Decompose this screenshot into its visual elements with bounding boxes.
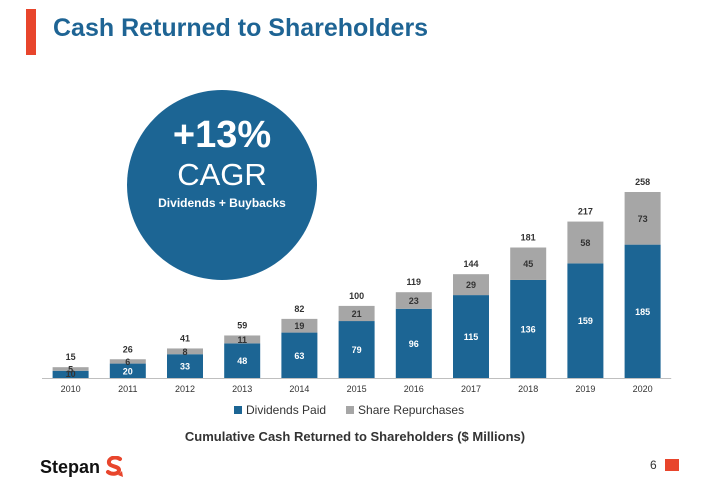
bar-dividends-2015 [338,321,375,378]
data-label-repurchases-2011: 6 [125,357,130,367]
data-label-total-2010: 15 [66,352,76,362]
data-label-total-2011: 26 [123,344,133,354]
data-label-dividends-2013: 48 [237,356,247,366]
bar-repurchases-2011 [109,359,146,364]
bar-dividends-2011 [109,363,146,378]
x-tick-label-2016: 2016 [404,384,424,394]
x-tick-label-2018: 2018 [518,384,538,394]
bar-repurchases-2010 [52,367,89,371]
bar-repurchases-2013 [224,335,261,344]
legend-item-dividends: Dividends Paid [234,403,326,417]
bar-repurchases-2015 [338,305,375,322]
data-label-total-2014: 82 [294,304,304,314]
data-label-dividends-2017: 115 [464,332,479,342]
chart-caption: Cumulative Cash Returned to Shareholders… [184,429,526,444]
data-label-dividends-2015: 79 [352,345,362,355]
bar-dividends-2013 [224,343,261,378]
data-label-repurchases-2019: 58 [580,238,590,248]
x-tick-label-2011: 2011 [118,384,137,394]
logo-text: Stepan [40,456,101,477]
chart-legend: Dividends Paid Share Repurchases [234,403,484,417]
stepan-s-icon [106,456,124,477]
bar-dividends-2018 [510,279,547,378]
bar-repurchases-2012 [167,348,203,355]
data-label-repurchases-2014: 19 [294,321,304,331]
cagr-label: CAGR [177,157,267,192]
cagr-subtitle: Dividends + Buybacks [158,196,286,210]
bar-dividends-2016 [395,308,432,378]
data-label-dividends-2012: 33 [180,362,190,372]
bar-repurchases-2017 [453,274,489,296]
bar-repurchases-2018 [510,247,547,280]
bar-dividends-2020 [624,244,661,378]
x-tick-label-2010: 2010 [61,384,81,394]
bar-dividends-2014 [281,332,318,378]
data-label-repurchases-2018: 45 [523,259,533,269]
bar-dividends-2010 [52,370,89,378]
x-tick-label-2020: 2020 [633,384,653,394]
legend-label-repurchases: Share Repurchases [358,403,465,417]
data-label-dividends-2018: 136 [521,324,536,334]
bar-dividends-2019 [567,263,604,378]
legend-swatch-repurchases [346,406,355,414]
data-label-repurchases-2013: 11 [237,335,247,345]
data-label-dividends-2014: 63 [294,351,304,361]
data-label-total-2018: 181 [521,233,536,243]
data-label-total-2015: 100 [349,291,364,301]
data-label-repurchases-2020: 73 [638,214,648,224]
data-label-dividends-2019: 159 [578,316,593,326]
x-tick-label-2013: 2013 [232,384,252,394]
data-label-total-2019: 217 [578,207,593,217]
data-label-dividends-2016: 96 [409,339,419,349]
x-tick-label-2015: 2015 [347,384,367,394]
data-label-total-2020: 258 [635,177,650,187]
bar-repurchases-2020 [624,192,661,245]
stepan-logo: Stepan [40,456,125,478]
legend-swatch-dividends [234,406,242,414]
bar-repurchases-2014 [281,318,318,333]
data-label-dividends-2010: 10 [66,369,76,379]
x-tick-label-2012: 2012 [175,384,195,394]
data-label-total-2013: 59 [237,320,247,330]
data-label-repurchases-2012: 8 [182,347,187,357]
data-label-total-2012: 41 [180,333,190,343]
data-label-repurchases-2016: 23 [409,296,419,306]
legend-label-dividends: Dividends Paid [246,403,327,417]
x-tick-label-2014: 2014 [289,384,309,394]
data-label-repurchases-2017: 29 [466,280,476,290]
page-number-accent [665,459,679,471]
bar-repurchases-2016 [395,292,432,309]
data-label-dividends-2020: 185 [635,307,650,317]
data-label-total-2017: 144 [463,259,478,269]
bar-dividends-2012 [167,354,203,378]
stacked-bar-chart: 105 15 2010 206 26 2011 33 8 41 2012 48 11 59 2013 63 1… [42,177,672,394]
cagr-badge: +13% CAGR Dividends + Buybacks [127,90,317,280]
data-label-total-2016: 119 [407,277,422,287]
x-tick-label-2017: 2017 [461,384,481,394]
legend-item-repurchases: Share Repurchases [346,403,464,417]
cagr-value: +13% [172,114,272,156]
data-label-repurchases-2010: 5 [68,364,73,374]
data-label-dividends-2011: 20 [123,366,133,376]
x-tick-label-2019: 2019 [575,384,595,394]
page-number: 6 [650,458,657,472]
data-label-repurchases-2015: 21 [352,309,362,319]
page-title: Cash Returned to Shareholders [53,14,429,42]
title-accent-bar [26,9,36,55]
bar-repurchases-2019 [567,221,604,264]
bar-dividends-2017 [453,295,489,378]
